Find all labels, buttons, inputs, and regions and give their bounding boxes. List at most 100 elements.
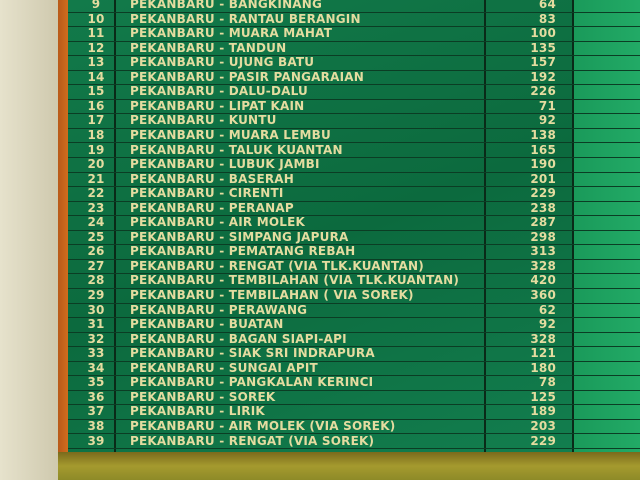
row-number: 35 (87, 375, 105, 390)
distance: 138 (530, 127, 556, 142)
route-name: PEKANBARU - KUNTU (130, 113, 277, 128)
extra-column (574, 0, 640, 456)
route-name: PEKANBARU - DALU-DALU (130, 84, 308, 99)
row-number: 10 (87, 11, 105, 26)
route-name: PEKANBARU - BASERAH (130, 171, 295, 186)
table-row: 24 PEKANBARU - AIR MOLEK 287 (68, 215, 640, 231)
table-row: 35 PEKANBARU - PANGKALAN KERINCI 78 (68, 375, 640, 391)
row-number: 39 (87, 433, 105, 448)
column-divider (114, 0, 116, 456)
column-divider (484, 0, 486, 456)
route-name: PEKANBARU - BAGAN SIAPI-API (130, 331, 347, 346)
row-number: 26 (87, 244, 105, 259)
table-row: 21 PEKANBARU - BASERAH 201 (68, 172, 640, 188)
row-number: 31 (87, 317, 105, 332)
board-frame-side (58, 0, 70, 456)
table-row: 32 PEKANBARU - BAGAN SIAPI-API 328 (68, 332, 640, 348)
table-row: 36 PEKANBARU - SOREK 125 (68, 390, 640, 406)
route-name: PEKANBARU - TANDUN (130, 40, 287, 55)
row-number: 28 (87, 273, 105, 288)
distance: 64 (538, 0, 556, 11)
row-number: 32 (87, 331, 105, 346)
table-row: 26 PEKANBARU - PEMATANG REBAH 313 (68, 244, 640, 260)
distance: 62 (538, 302, 556, 317)
distance: 287 (530, 215, 556, 230)
row-number: 36 (87, 389, 105, 404)
row-number: 23 (87, 200, 105, 215)
route-name: PEKANBARU - TEMBILAHAN (VIA TLK.KUANTAN) (130, 273, 460, 288)
route-name: PEKANBARU - PERAWANG (130, 302, 308, 317)
route-name: PEKANBARU - SUNGAI APIT (130, 360, 318, 375)
table-row: 23 PEKANBARU - PERANAP 238 (68, 201, 640, 217)
table-row: 33 PEKANBARU - SIAK SRI INDRAPURA 121 (68, 346, 640, 362)
distance: 78 (538, 375, 556, 390)
distance: 83 (538, 11, 556, 26)
distance: 328 (530, 331, 556, 346)
route-name: PEKANBARU - SIAK SRI INDRAPURA (130, 346, 375, 361)
row-number: 24 (87, 215, 105, 230)
row-number: 27 (87, 258, 105, 273)
route-name: PEKANBARU - BUATAN (130, 317, 284, 332)
row-number: 37 (87, 404, 105, 419)
table-row: 22 PEKANBARU - CIRENTI 229 (68, 186, 640, 202)
route-name: PEKANBARU - RENGAT (VIA TLK.KUANTAN) (130, 258, 424, 273)
row-number: 16 (87, 98, 105, 113)
table-row: 18 PEKANBARU - MUARA LEMBU 138 (68, 128, 640, 144)
row-number: 12 (87, 40, 105, 55)
column-divider (572, 0, 574, 456)
row-number: 30 (87, 302, 105, 317)
row-number: 13 (87, 55, 105, 70)
row-number: 33 (87, 346, 105, 361)
table-row: 13 PEKANBARU - UJUNG BATU 157 (68, 55, 640, 71)
table-row: 15 PEKANBARU - DALU-DALU 226 (68, 84, 640, 100)
table-row: 25 PEKANBARU - SIMPANG JAPURA 298 (68, 230, 640, 246)
row-number: 14 (87, 69, 105, 84)
row-number: 20 (87, 157, 105, 172)
distance: 360 (530, 288, 556, 302)
distance: 313 (530, 244, 556, 259)
route-name: PEKANBARU - MUARA MAHAT (130, 26, 333, 41)
row-number: 9 (91, 0, 101, 11)
table-row: 9 PEKANBARU - BANGKINANG 64 (68, 0, 640, 13)
row-number: 22 (87, 186, 105, 201)
route-name: PEKANBARU - BANGKINANG (130, 0, 323, 11)
distance: 92 (538, 113, 556, 128)
distance: 328 (530, 258, 556, 273)
distance: 180 (530, 360, 556, 375)
route-name: PEKANBARU - LIRIK (130, 404, 265, 419)
route-name: PEKANBARU - RENGAT (VIA SOREK) (130, 433, 375, 448)
route-name: PEKANBARU - PASIR PANGARAIAN (130, 69, 364, 84)
distance: 157 (530, 55, 556, 70)
route-name: PEKANBARU - PERANAP (130, 200, 294, 215)
route-name: PEKANBARU - LIPAT KAIN (130, 98, 305, 113)
table-row: 17 PEKANBARU - KUNTU 92 (68, 113, 640, 129)
route-name: PEKANBARU - LUBUK JAMBI (130, 157, 320, 172)
row-number: 25 (87, 229, 105, 244)
row-number: 15 (87, 84, 105, 99)
table-row: 10 PEKANBARU - RANTAU BERANGIN 83 (68, 12, 640, 28)
route-name: PEKANBARU - PEMATANG REBAH (130, 244, 356, 259)
table-row: 20 PEKANBARU - LUBUK JAMBI 190 (68, 157, 640, 173)
route-name: PEKANBARU - MUARA LEMBU (130, 127, 331, 142)
distance: 229 (530, 433, 556, 448)
distance: 192 (530, 69, 556, 84)
table-row: 38 PEKANBARU - AIR MOLEK (VIA SOREK) 203 (68, 419, 640, 435)
table-row: 30 PEKANBARU - PERAWANG 62 (68, 303, 640, 319)
table-row: 39 PEKANBARU - RENGAT (VIA SOREK) 229 (68, 433, 640, 449)
distance-board (68, 0, 640, 459)
row-number: 21 (87, 171, 105, 186)
route-name: PEKANBARU - PANGKALAN KERINCI (130, 375, 374, 390)
distance: 125 (530, 389, 556, 404)
row-number: 18 (87, 127, 105, 142)
table-row: 19 PEKANBARU - TALUK KUANTAN 165 (68, 143, 640, 158)
table-row: 27 PEKANBARU - RENGAT (VIA TLK.KUANTAN) 32… (68, 259, 640, 275)
route-name: PEKANBARU - AIR MOLEK (130, 215, 306, 230)
distance: 135 (530, 40, 556, 55)
row-number: 11 (87, 26, 105, 41)
route-name: PEKANBARU - AIR MOLEK (VIA SOREK) (130, 418, 396, 433)
row-number: 29 (87, 288, 105, 302)
distance: 229 (530, 186, 556, 201)
distance: 201 (530, 171, 556, 186)
distance: 226 (530, 84, 556, 99)
table-row: 29 PEKANBARU - TEMBILAHAN ( VIA SOREK) 360 (68, 288, 640, 304)
